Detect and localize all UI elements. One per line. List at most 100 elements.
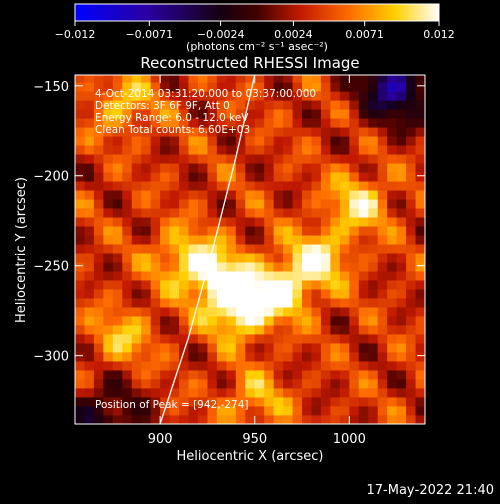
image-pixel [330, 226, 341, 236]
image-pixel [207, 217, 218, 227]
image-pixel [264, 163, 275, 173]
image-pixel [264, 406, 275, 416]
image-pixel [103, 352, 114, 362]
image-pixel [235, 208, 246, 218]
image-pixel [311, 307, 322, 317]
image-pixel [112, 253, 123, 263]
image-pixel [368, 343, 379, 353]
image-pixel [311, 271, 322, 281]
colorbar-tick-label: 0.0071 [345, 28, 384, 41]
image-pixel [387, 361, 398, 371]
image-pixel [339, 154, 350, 164]
image-pixel [283, 289, 293, 299]
image-pixel [406, 262, 416, 272]
y-tick-label: −250 [33, 260, 69, 275]
image-pixel [396, 289, 407, 299]
image-pixel [396, 226, 407, 236]
image-pixel [330, 325, 341, 335]
image-pixel [368, 145, 379, 155]
image-pixel [93, 280, 104, 290]
image-pixel [131, 82, 142, 92]
image-pixel [93, 397, 104, 407]
image-pixel [387, 226, 398, 236]
image-pixel [103, 244, 114, 254]
image-pixel [283, 388, 293, 398]
image-pixel [292, 136, 303, 146]
image-pixel [75, 163, 85, 173]
image-pixel [122, 75, 133, 83]
image-pixel [131, 307, 142, 317]
image-pixel [415, 388, 425, 398]
image-pixel [377, 181, 388, 191]
image-pixel [349, 406, 360, 416]
image-pixel [387, 262, 398, 272]
image-pixel [320, 415, 331, 424]
colorbar: −0.012 −0.0071 −0.0024 0.0024 0.0071 0.012 (p… [55, 3, 455, 53]
image-pixel [254, 75, 265, 83]
image-pixel [283, 118, 293, 128]
image-pixel [311, 361, 322, 371]
image-pixel [160, 253, 170, 263]
image-pixel [131, 91, 142, 101]
image-pixel [283, 280, 293, 290]
image-pixel [320, 388, 331, 398]
image-pixel [141, 379, 152, 389]
image-pixel [387, 415, 398, 424]
image-pixel [254, 190, 265, 200]
image-pixel [349, 217, 360, 227]
image-pixel [368, 271, 379, 281]
image-pixel [103, 289, 114, 299]
image-pixel [235, 397, 246, 407]
image-pixel [320, 316, 331, 326]
image-pixel [84, 253, 95, 263]
image-pixel [103, 145, 114, 155]
image-pixel [235, 343, 246, 353]
image-pixel [245, 208, 256, 218]
image-pixel [141, 109, 152, 119]
image-pixel [330, 352, 341, 362]
image-pixel [141, 163, 152, 173]
image-pixel [292, 181, 303, 191]
image-pixel [415, 406, 425, 416]
image-pixel [216, 343, 227, 353]
image-pixel [330, 262, 341, 272]
image-pixel [320, 397, 331, 407]
image-pixel [264, 325, 275, 335]
image-pixel [377, 154, 388, 164]
image-pixel [235, 298, 246, 308]
image-pixel [169, 325, 180, 335]
image-pixel [141, 352, 152, 362]
image-pixel [330, 235, 341, 245]
image-pixel [264, 370, 275, 380]
image-pixel [254, 172, 265, 182]
image-pixel [150, 91, 161, 101]
image-pixel [141, 75, 152, 83]
image-pixel [349, 379, 360, 389]
image-pixel [368, 388, 379, 398]
image-pixel [103, 370, 114, 380]
image-pixel [235, 307, 246, 317]
image-pixel [103, 397, 114, 407]
image-pixel [169, 118, 180, 128]
image-pixel [188, 370, 199, 380]
image-pixel [302, 163, 312, 173]
image-pixel [396, 343, 407, 353]
image-pixel [197, 370, 208, 380]
image-pixel [283, 217, 293, 227]
image-pixel [141, 370, 152, 380]
image-pixel [207, 190, 218, 200]
image-pixel [273, 154, 284, 164]
image-pixel [179, 163, 189, 173]
image-pixel [302, 235, 312, 245]
image-pixel [387, 163, 398, 173]
image-pixel [406, 118, 416, 128]
image-pixel [377, 289, 388, 299]
image-pixel [103, 343, 114, 353]
image-pixel [330, 136, 341, 146]
image-pixel [254, 109, 265, 119]
image-pixel [320, 343, 331, 353]
image-pixel [235, 388, 246, 398]
image-pixel [188, 82, 199, 92]
image-pixel [226, 75, 237, 83]
image-pixel [415, 370, 425, 380]
